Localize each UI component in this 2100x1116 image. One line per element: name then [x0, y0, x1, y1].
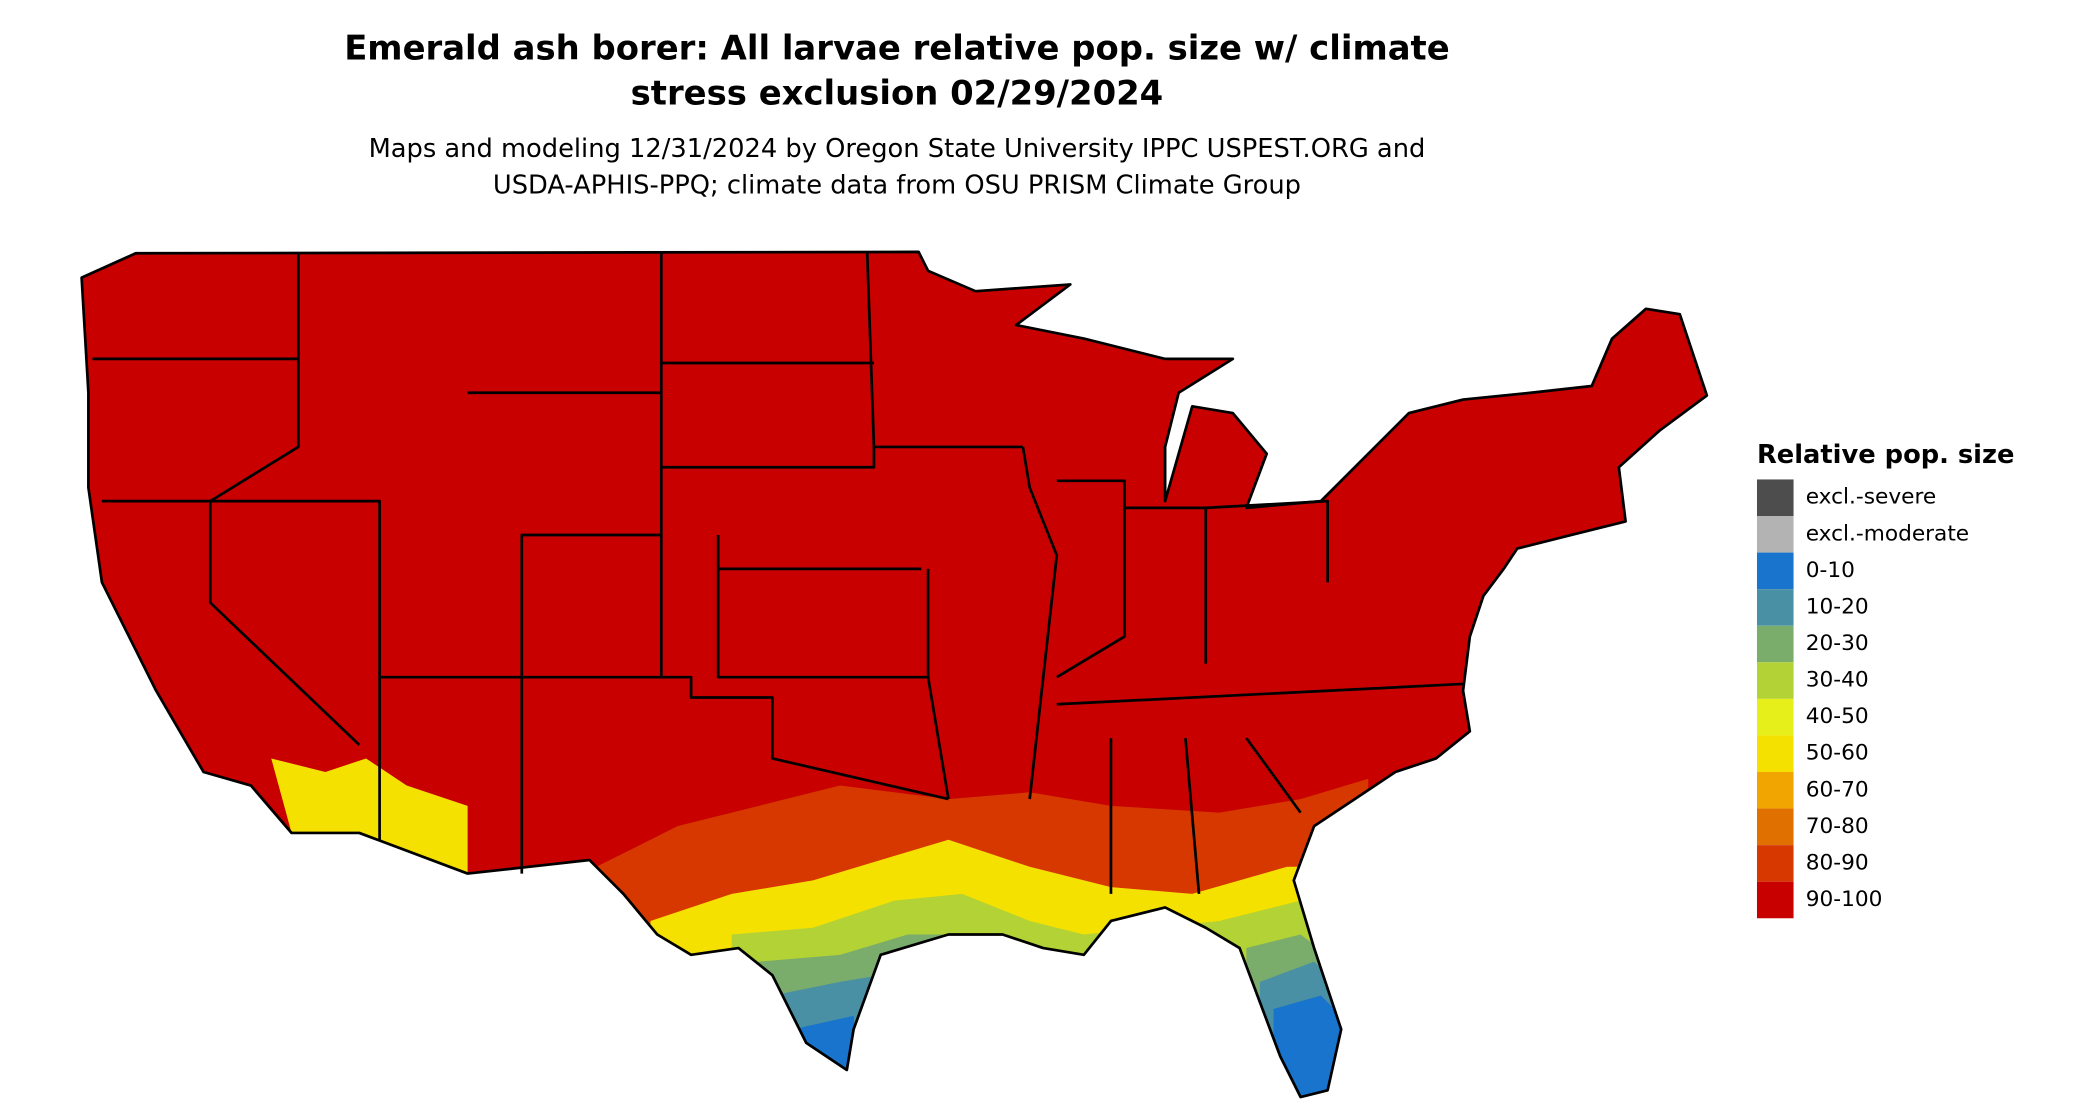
legend-label: excl.-severe	[1806, 485, 1937, 510]
legend-swatch	[1756, 808, 1794, 846]
legend-label: 0-10	[1806, 558, 1855, 583]
legend-title: Relative pop. size	[1757, 440, 2014, 470]
legend-label: 50-60	[1806, 741, 1869, 766]
legend-swatch	[1756, 625, 1794, 663]
legend-swatch	[1756, 881, 1794, 919]
legend-swatch	[1756, 552, 1794, 590]
legend-swatch	[1756, 845, 1794, 882]
legend-swatch	[1756, 516, 1794, 553]
legend: excl.-severe excl.-moderate 0-10 10-20 20-30…	[1756, 479, 1969, 919]
legend-swatch	[1756, 589, 1794, 626]
legend-swatch	[1756, 698, 1794, 736]
legend-label: 10-20	[1806, 594, 1869, 619]
legend-label: 70-80	[1806, 814, 1869, 839]
legend-swatch	[1756, 662, 1794, 699]
subtitle-line: Maps and modeling 12/31/2024 by Oregon S…	[369, 134, 1426, 164]
legend-label: excl.-moderate	[1806, 521, 1969, 546]
legend-swatch	[1756, 735, 1794, 772]
legend-swatch	[1756, 479, 1794, 517]
map-fill	[81, 251, 1707, 1098]
title-line: stress exclusion 02/29/2024	[631, 73, 1164, 112]
legend-label: 30-40	[1806, 668, 1869, 693]
legend-label: 40-50	[1806, 704, 1869, 729]
legend-label: 20-30	[1806, 631, 1869, 656]
title-line: Emerald ash borer: All larvae relative p…	[344, 29, 1450, 68]
legend-swatch	[1756, 771, 1794, 809]
subtitle-line: USDA-APHIS-PPQ; climate data from OSU PR…	[493, 171, 1301, 201]
legend-label: 80-90	[1806, 850, 1869, 875]
legend-label: 90-100	[1806, 887, 1883, 912]
legend-label: 60-70	[1806, 777, 1869, 802]
state-borders	[92, 251, 1464, 895]
